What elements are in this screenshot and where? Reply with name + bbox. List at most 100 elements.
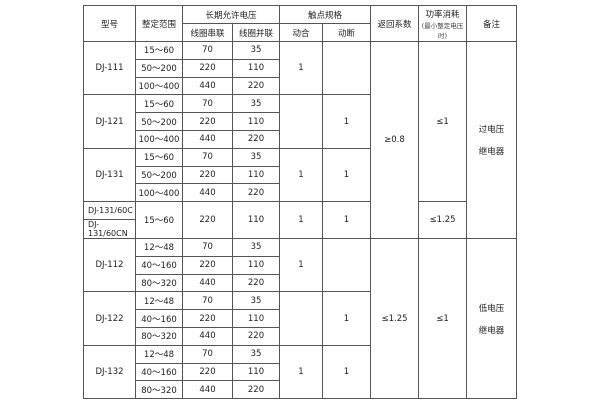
return-coeff-cell: ≤1.25 [370, 237, 419, 400]
make-contact-cell: 1 [279, 201, 323, 239]
range-cell: 15～60 [135, 147, 183, 167]
model-cell: DJ-132 [83, 344, 136, 400]
parallel-voltage-cell: 35 [232, 237, 280, 257]
series-voltage-cell: 220 [182, 201, 233, 239]
series-voltage-cell: 70 [182, 237, 233, 257]
range-cell: 40～160 [135, 309, 183, 328]
table-row: 40～160 220 110 [84, 309, 517, 328]
table-row: 80～320 440 220 [84, 380, 517, 400]
series-voltage-cell: 70 [182, 147, 233, 167]
series-voltage-cell: 70 [182, 291, 233, 311]
parallel-voltage-cell: 110 [232, 112, 280, 131]
power-cell: ≤1 [418, 237, 467, 400]
make-contact-cell [279, 94, 323, 149]
series-voltage-cell: 440 [182, 380, 233, 400]
make-contact-cell [279, 291, 323, 346]
header-make: 动合 [279, 23, 323, 42]
range-cell: 12～48 [135, 344, 183, 364]
header-series: 线圈串联 [182, 23, 233, 42]
range-cell: 80～320 [135, 380, 183, 400]
table-row: DJ-112 12～48 70 35 1 ≤1.25 ≤1 低电压 继电器 [83, 237, 517, 400]
series-voltage-cell: 440 [182, 76, 233, 96]
table-row: DJ-111 15～60 70 35 1 ≥0.8 ≤1 过电压 继电器 [83, 40, 517, 239]
table-row: 80～320 440 220 [84, 273, 517, 293]
range-cell: 80～320 [135, 326, 183, 346]
header-remark: 备注 [466, 5, 517, 42]
break-contact-cell: 1 [322, 201, 371, 239]
break-contact-cell [322, 237, 371, 293]
range-cell: 100～400 [135, 76, 183, 96]
power-cell: ≤1 [418, 40, 467, 203]
series-voltage-cell: 220 [182, 112, 233, 131]
parallel-voltage-cell: 35 [232, 147, 280, 167]
range-cell: 40～160 [135, 362, 183, 382]
range-cell: 50～200 [135, 112, 183, 131]
remark-cell: 低电压 继电器 [466, 237, 517, 400]
parallel-voltage-cell: 220 [232, 76, 280, 96]
series-voltage-cell: 70 [182, 94, 233, 114]
table-row: DJ-121 15～60 70 35 1 [83, 94, 517, 149]
table-row: DJ-131 15～60 70 35 1 1 [83, 147, 517, 203]
parallel-voltage-cell: 35 [232, 344, 280, 364]
model-cell: DJ-112 [83, 237, 136, 293]
parallel-voltage-cell: 35 [232, 291, 280, 311]
series-voltage-cell: 220 [182, 58, 233, 78]
parallel-voltage-cell: 220 [232, 273, 280, 293]
model-cell: DJ-122 [83, 291, 136, 346]
parallel-voltage-cell: 220 [232, 129, 280, 149]
header-voltage: 长期允许电压 [182, 5, 280, 24]
break-contact-cell [322, 40, 371, 96]
parallel-voltage-cell: 110 [232, 58, 280, 78]
make-contact-cell: 1 [279, 344, 323, 400]
remark-cell: 过电压 继电器 [466, 41, 517, 239]
model-cell: DJ-111 [83, 40, 136, 96]
parallel-voltage-cell: 110 [232, 309, 280, 328]
relay-spec-table: 型号 整定范围 长期允许电压 触点规格 返回系数 功率消耗 (最小整定电压时) 备… [83, 5, 517, 400]
power-note: (最小整定电压时) [421, 21, 464, 40]
range-cell: 12～48 [135, 237, 183, 257]
range-cell: 40～160 [135, 255, 183, 275]
series-voltage-cell: 440 [182, 326, 233, 346]
series-voltage-cell: 220 [182, 255, 233, 275]
return-coeff-cell: ≥0.8 [370, 41, 419, 239]
series-voltage-cell: 440 [182, 273, 233, 293]
model-cell: DJ-121 [83, 94, 136, 149]
header-range: 整定范围 [135, 5, 183, 42]
parallel-voltage-cell: 110 [232, 201, 280, 239]
table-row: 40～160 220 110 [84, 255, 517, 275]
range-cell: 100～400 [135, 129, 183, 149]
series-voltage-cell: 220 [182, 309, 233, 328]
header-parallel: 线圈并联 [232, 23, 280, 42]
power-label: 功率消耗 [425, 9, 460, 20]
parallel-voltage-cell: 110 [232, 255, 280, 275]
series-voltage-cell: 440 [182, 129, 233, 149]
parallel-voltage-cell: 35 [232, 94, 280, 114]
series-voltage-cell: 440 [182, 183, 233, 203]
header-return: 返回系数 [370, 5, 419, 42]
header-model: 型号 [83, 5, 136, 42]
parallel-voltage-cell: 220 [232, 183, 280, 203]
header-contacts: 触点规格 [279, 5, 371, 24]
series-voltage-cell: 220 [182, 165, 233, 185]
model-cell: DJ-131 [83, 147, 136, 203]
range-cell: 12～48 [135, 291, 183, 311]
range-cell: 15～60 [135, 41, 183, 60]
table-row: DJ-131/60C 15～60 220 110 1 1 ≤1.25 [83, 201, 517, 239]
table-row: 100～400 440 220 [84, 129, 517, 149]
make-contact-cell: 1 [279, 237, 323, 293]
table-row: 50～200 220 110 [84, 112, 517, 131]
table-row: 40～160 220 110 [84, 362, 517, 382]
model-cell: DJ-131/60C [83, 201, 136, 220]
range-cell: 50～200 [135, 165, 183, 185]
parallel-voltage-cell: 220 [232, 380, 280, 400]
model-cell: DJ-131/60CN [83, 218, 136, 239]
break-contact-cell: 1 [322, 344, 371, 400]
break-contact-cell: 1 [322, 291, 371, 346]
range-cell: 100～400 [135, 183, 183, 203]
range-cell: 15～60 [135, 201, 183, 239]
break-contact-cell: 1 [322, 94, 371, 149]
table-row: 100～400 440 220 [84, 183, 517, 203]
parallel-voltage-cell: 35 [232, 41, 280, 60]
power-cell: ≤1.25 [418, 201, 467, 239]
series-voltage-cell: 70 [182, 344, 233, 364]
